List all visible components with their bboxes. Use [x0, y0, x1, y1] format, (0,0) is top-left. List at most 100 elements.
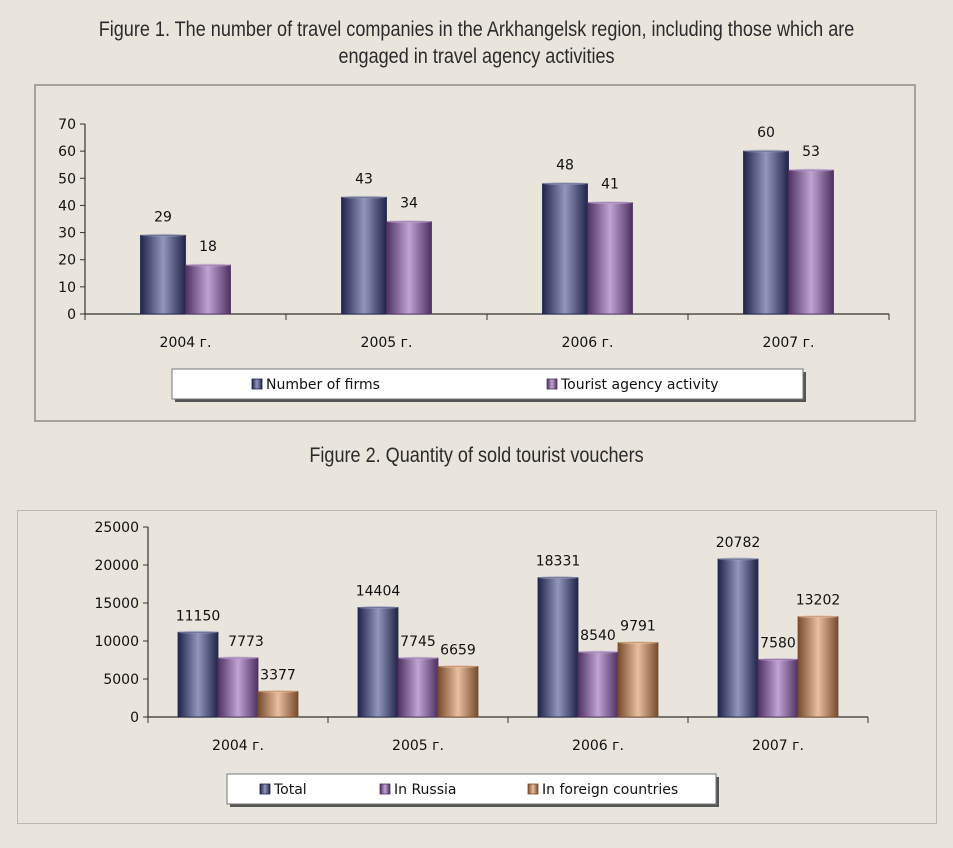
figure2-chart: 0 5000 10000 15000 20000 25000 2004 г. 2005 г. 2…	[94, 520, 869, 807]
bar-in-foreign-countries-2005	[437, 665, 479, 718]
bar-number-of-firms-2006	[542, 183, 588, 315]
y-tick-label: 50	[58, 171, 76, 187]
bar-number-of-firms-2007	[743, 150, 789, 315]
bar-top-in-foreign-countries-2006	[618, 641, 658, 645]
bar-in-foreign-countries-2006	[617, 642, 659, 718]
bar-tourist-agency-activity-2007	[788, 169, 834, 315]
bar-in-russia-2004	[217, 657, 259, 718]
bar-in-foreign-countries-2004	[257, 690, 299, 718]
figure1-title: Figure 1. The number of travel companies…	[67, 16, 887, 70]
bar-number-of-firms-2005	[341, 196, 387, 315]
data-label-in-russia-2007: 7580	[760, 635, 796, 651]
figure1-chart: 0 10 20 30 40 50 60 70 2004 г. 2005 г. 2006 г. 2007…	[58, 117, 890, 402]
bar-top-in-russia-2004	[218, 656, 258, 660]
data-label-number-of-firms-2004: 29	[154, 209, 172, 225]
bar-in-russia-2007	[757, 658, 799, 718]
bar-top-number-of-firms-2007	[743, 149, 789, 153]
bar-top-in-russia-2005	[398, 656, 438, 660]
x-tick-label-2005: 2005 г.	[361, 335, 413, 351]
bar-total-2004	[177, 631, 219, 718]
data-label-tourist-agency-activity-2005: 34	[400, 196, 418, 212]
data-label-total-2004: 11150	[176, 608, 221, 624]
figure1-chart-frame: 0 10 20 30 40 50 60 70 2004 г. 2005 г. 2006 г. 2007…	[34, 84, 916, 422]
y-tick-label: 10000	[94, 634, 139, 650]
bar-total-2005	[357, 607, 399, 718]
bar-in-russia-2006	[577, 651, 619, 718]
data-label-in-russia-2004: 7773	[228, 634, 264, 650]
data-label-total-2005: 14404	[356, 584, 401, 600]
data-label-total-2006: 18331	[536, 554, 581, 570]
x-tick-label-2006: 2006 г.	[572, 738, 624, 754]
data-label-number-of-firms-2007: 60	[757, 125, 775, 141]
legend-label-tourist-agency-activity: Tourist agency activity	[560, 377, 718, 393]
legend-swatch-tourist-agency-activity	[546, 378, 558, 390]
bar-tourist-agency-activity-2004	[185, 264, 231, 315]
bar-top-tourist-agency-activity-2006	[587, 201, 633, 205]
data-label-in-russia-2006: 8540	[580, 628, 616, 644]
x-tick-label-2007: 2007 г.	[752, 738, 804, 754]
bar-top-total-2005	[358, 606, 398, 610]
y-tick-label: 30	[58, 226, 76, 242]
bar-top-in-foreign-countries-2004	[258, 689, 298, 693]
bar-top-in-foreign-countries-2007	[798, 615, 838, 619]
x-tick-label-2004: 2004 г.	[212, 738, 264, 754]
bar-tourist-agency-activity-2006	[587, 202, 633, 315]
bar-total-2006	[537, 577, 579, 718]
figure2-title: Figure 2. Quantity of sold tourist vouch…	[309, 444, 644, 467]
x-tick-label-2004: 2004 г.	[160, 335, 212, 351]
bar-total-2007	[717, 558, 759, 718]
bar-top-total-2004	[178, 630, 218, 634]
data-label-number-of-firms-2005: 43	[355, 171, 373, 187]
bar-top-number-of-firms-2004	[140, 233, 186, 237]
data-label-in-foreign-countries-2007: 13202	[796, 593, 841, 609]
x-tick-label-2006: 2006 г.	[562, 335, 614, 351]
legend-box	[226, 773, 717, 805]
y-tick-label: 0	[130, 710, 139, 726]
bar-top-total-2006	[538, 576, 578, 580]
legend-box	[171, 368, 804, 400]
y-tick-label: 70	[58, 117, 76, 133]
data-label-total-2007: 20782	[716, 535, 761, 551]
bar-number-of-firms-2004	[140, 234, 186, 315]
data-label-tourist-agency-activity-2006: 41	[601, 177, 619, 193]
legend-label-total: Total	[273, 782, 307, 798]
bar-in-foreign-countries-2007	[797, 616, 839, 718]
y-tick-label: 10	[58, 280, 76, 296]
legend-label-in-foreign-countries: In foreign countries	[542, 782, 678, 798]
y-tick-label: 5000	[103, 672, 139, 688]
bar-top-total-2007	[718, 557, 758, 561]
y-tick-label: 15000	[94, 596, 139, 612]
legend-swatch-in-foreign-countries	[527, 783, 539, 795]
bar-tourist-agency-activity-2005	[386, 221, 432, 315]
y-tick-label: 25000	[94, 520, 139, 536]
bar-top-in-foreign-countries-2005	[438, 664, 478, 668]
y-tick-label: 40	[58, 198, 76, 214]
y-tick-label: 60	[58, 144, 76, 160]
bar-top-in-russia-2006	[578, 650, 618, 654]
legend-swatch-in-russia	[379, 783, 391, 795]
legend-label-in-russia: In Russia	[394, 782, 456, 798]
bar-top-number-of-firms-2006	[542, 182, 588, 186]
legend-swatch-total	[259, 783, 271, 795]
figure1-title-line2: engaged in travel agency activities	[338, 45, 615, 68]
y-tick-label: 0	[67, 307, 76, 323]
data-label-in-russia-2005: 7745	[400, 634, 436, 650]
y-tick-label: 20000	[94, 558, 139, 574]
data-label-in-foreign-countries-2006: 9791	[620, 619, 656, 635]
bar-top-number-of-firms-2005	[341, 195, 387, 199]
legend-label-number-of-firms: Number of firms	[266, 377, 380, 393]
x-tick-label-2007: 2007 г.	[763, 335, 815, 351]
legend-swatch-number-of-firms	[251, 378, 263, 390]
bar-top-in-russia-2007	[758, 657, 798, 661]
data-label-number-of-firms-2006: 48	[556, 158, 574, 174]
figure1-title-line1: Figure 1. The number of travel companies…	[98, 18, 855, 41]
bar-top-tourist-agency-activity-2004	[185, 263, 231, 267]
y-tick-label: 20	[58, 253, 76, 269]
bar-top-tourist-agency-activity-2005	[386, 220, 432, 224]
data-label-in-foreign-countries-2004: 3377	[260, 667, 296, 683]
data-label-tourist-agency-activity-2007: 53	[802, 144, 820, 160]
data-label-tourist-agency-activity-2004: 18	[199, 239, 217, 255]
bar-top-tourist-agency-activity-2007	[788, 168, 834, 172]
bar-in-russia-2005	[397, 657, 439, 718]
x-tick-label-2005: 2005 г.	[392, 738, 444, 754]
